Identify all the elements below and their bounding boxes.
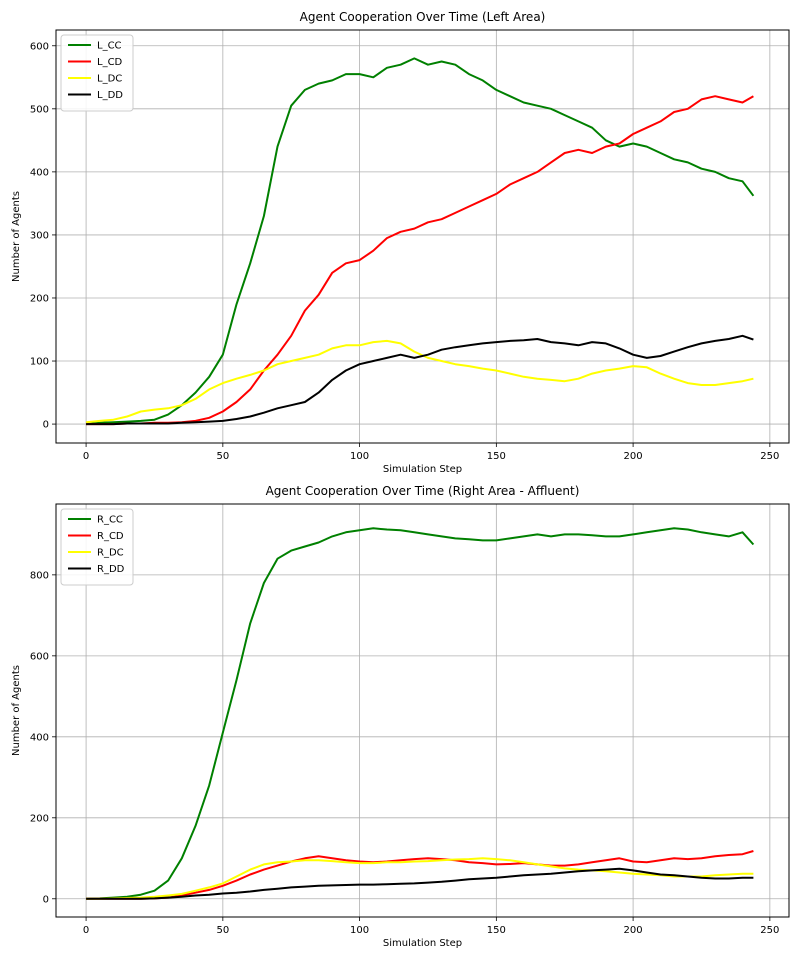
series-line-r-dc (86, 857, 754, 900)
series-line-l-dc (86, 339, 754, 424)
series-line-l-cd (86, 95, 754, 426)
x-tick-label: 100 (350, 451, 369, 462)
x-tick-label: 0 (83, 451, 89, 462)
y-axis-label: Number of Agents (11, 191, 22, 282)
plot-right-area: 0 50 100 150 200 250 0 200 400 600 800 Agent Coop… (11, 484, 790, 949)
y-tick-label: 600 (30, 41, 49, 52)
series-line-l-dd (86, 334, 754, 426)
x-tick-label: 250 (760, 451, 779, 462)
grid-lines (56, 504, 789, 917)
x-tick-label: 250 (760, 925, 779, 936)
x-tick-label: 50 (216, 451, 229, 462)
x-axis-ticks: 0 50 100 150 200 250 (83, 917, 779, 936)
y-tick-label: 0 (43, 420, 49, 431)
x-tick-label: 150 (487, 451, 506, 462)
y-tick-label: 500 (30, 104, 49, 115)
x-tick-label: 150 (487, 925, 506, 936)
legend-label: L_DC (97, 74, 122, 85)
chart-title: Agent Cooperation Over Time (Right Area … (266, 484, 580, 498)
series-lines (86, 57, 755, 426)
legend-label: L_CD (97, 57, 123, 68)
axes-frame (55, 503, 790, 918)
axes-frame (55, 29, 790, 444)
legend: L_CC L_CD L_DC L_DD (60, 34, 134, 112)
y-tick-label: 300 (30, 230, 49, 241)
series-line-r-cc (86, 527, 755, 900)
grid-lines (56, 30, 789, 443)
x-tick-label: 50 (216, 925, 229, 936)
legend-label: L_DD (97, 90, 123, 101)
y-tick-label: 800 (30, 570, 49, 581)
x-axis-ticks: 0 50 100 150 200 250 (83, 443, 779, 462)
y-tick-label: 400 (30, 167, 49, 178)
y-tick-label: 200 (30, 293, 49, 304)
legend-label: R_DD (97, 564, 125, 575)
legend-box (60, 34, 134, 112)
y-axis-ticks: 0 100 200 300 400 500 600 (30, 41, 56, 431)
series-line-l-cc (86, 57, 755, 426)
plot-left-area: 0 50 100 150 200 250 0 100 200 300 400 500 600 Agen… (11, 10, 790, 475)
legend: R_CC R_CD R_DC R_DD (60, 508, 134, 586)
y-axis-label: Number of Agents (11, 665, 22, 756)
legend-box (60, 508, 134, 586)
chart-title: Agent Cooperation Over Time (Left Area) (300, 10, 546, 24)
x-tick-label: 200 (624, 925, 643, 936)
legend-label: L_CC (97, 41, 122, 52)
series-line-r-cd (86, 850, 754, 900)
legend-label: R_CC (97, 515, 123, 526)
y-tick-label: 400 (30, 732, 49, 743)
y-tick-label: 200 (30, 813, 49, 824)
x-axis-label: Simulation Step (383, 938, 462, 949)
y-tick-label: 100 (30, 357, 49, 368)
y-tick-label: 0 (43, 894, 49, 905)
legend-label: R_CD (97, 531, 124, 542)
x-axis-label: Simulation Step (383, 464, 462, 475)
x-tick-label: 100 (350, 925, 369, 936)
y-tick-label: 600 (30, 651, 49, 662)
x-tick-label: 200 (624, 451, 643, 462)
series-line-r-dd (86, 867, 754, 900)
series-lines (86, 527, 755, 900)
y-axis-ticks: 0 200 400 600 800 (30, 570, 56, 905)
legend-label: R_DC (97, 548, 124, 559)
x-tick-label: 0 (83, 925, 89, 936)
